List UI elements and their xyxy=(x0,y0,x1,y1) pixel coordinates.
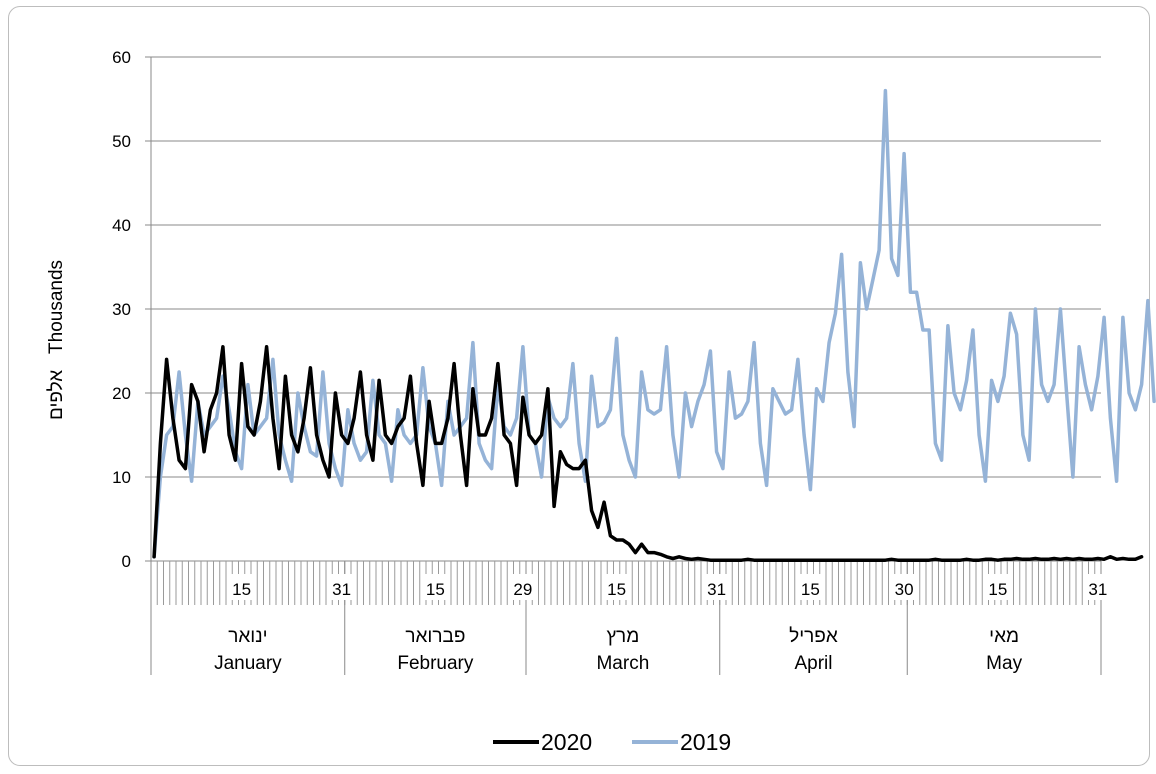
y-tick-label: 60 xyxy=(112,48,131,67)
month-label-hebrew: מרץ xyxy=(606,626,639,647)
month-label-english: January xyxy=(214,653,282,674)
y-tick-label: 10 xyxy=(112,468,131,487)
x-tick-label-bg xyxy=(798,574,823,600)
month-label-english: May xyxy=(986,653,1022,674)
x-tick-label: 15 xyxy=(232,580,251,599)
series-lines xyxy=(152,88,1156,562)
x-tick-label-bg xyxy=(985,574,1010,600)
series-line-2020 xyxy=(152,345,1144,562)
y-axis-title: אלפים Thousands xyxy=(46,260,67,420)
legend: 2020 2019 xyxy=(493,729,731,755)
x-tick-label-bg xyxy=(329,574,354,600)
x-tick-label: 29 xyxy=(513,580,532,599)
legend-label-2020: 2020 xyxy=(541,729,592,755)
x-tick-label: 15 xyxy=(801,580,820,599)
x-tick-label: 15 xyxy=(988,580,1007,599)
y-tick-label: 20 xyxy=(112,384,131,403)
x-tick-label-bg xyxy=(229,574,254,600)
x-tick-label: 31 xyxy=(332,580,351,599)
x-tick-label-bg xyxy=(704,574,729,600)
x-tick-label-bg xyxy=(604,574,629,600)
month-label-hebrew: אפריל xyxy=(789,626,838,647)
series-line-2019 xyxy=(152,88,1156,559)
chart-frame xyxy=(8,6,1150,766)
y-tick-label: 50 xyxy=(112,132,131,151)
month-label-english: February xyxy=(397,653,474,674)
gridlines xyxy=(151,56,1101,478)
x-tick-label: 15 xyxy=(426,580,445,599)
month-label-english: April xyxy=(794,653,832,674)
x-tick-label-bg xyxy=(423,574,448,600)
x-tick-label: 31 xyxy=(707,580,726,599)
x-tick-label: 30 xyxy=(895,580,914,599)
x-tick-label: 31 xyxy=(1088,580,1107,599)
legend-label-2019: 2019 xyxy=(680,729,731,755)
month-label-hebrew: פברואר xyxy=(405,626,465,647)
x-tick-label-bg xyxy=(510,574,535,600)
y-tick-label: 40 xyxy=(112,216,131,235)
x-tick-label-bg xyxy=(892,574,917,600)
x-axis: 15 31 15 29 15 31 15 30 15 31 ינואר January פברואר Fe… xyxy=(150,560,1110,675)
y-tick-label: 30 xyxy=(112,300,131,319)
month-label-english: March xyxy=(596,653,649,674)
y-tick-label: 0 xyxy=(122,552,131,571)
month-label-hebrew: ינואר xyxy=(228,626,267,647)
x-tick-label-bg xyxy=(1085,574,1110,600)
x-tick-label: 15 xyxy=(607,580,626,599)
month-label-hebrew: מאי xyxy=(989,626,1019,647)
y-axis: 0 10 20 30 40 50 60 xyxy=(112,48,152,571)
